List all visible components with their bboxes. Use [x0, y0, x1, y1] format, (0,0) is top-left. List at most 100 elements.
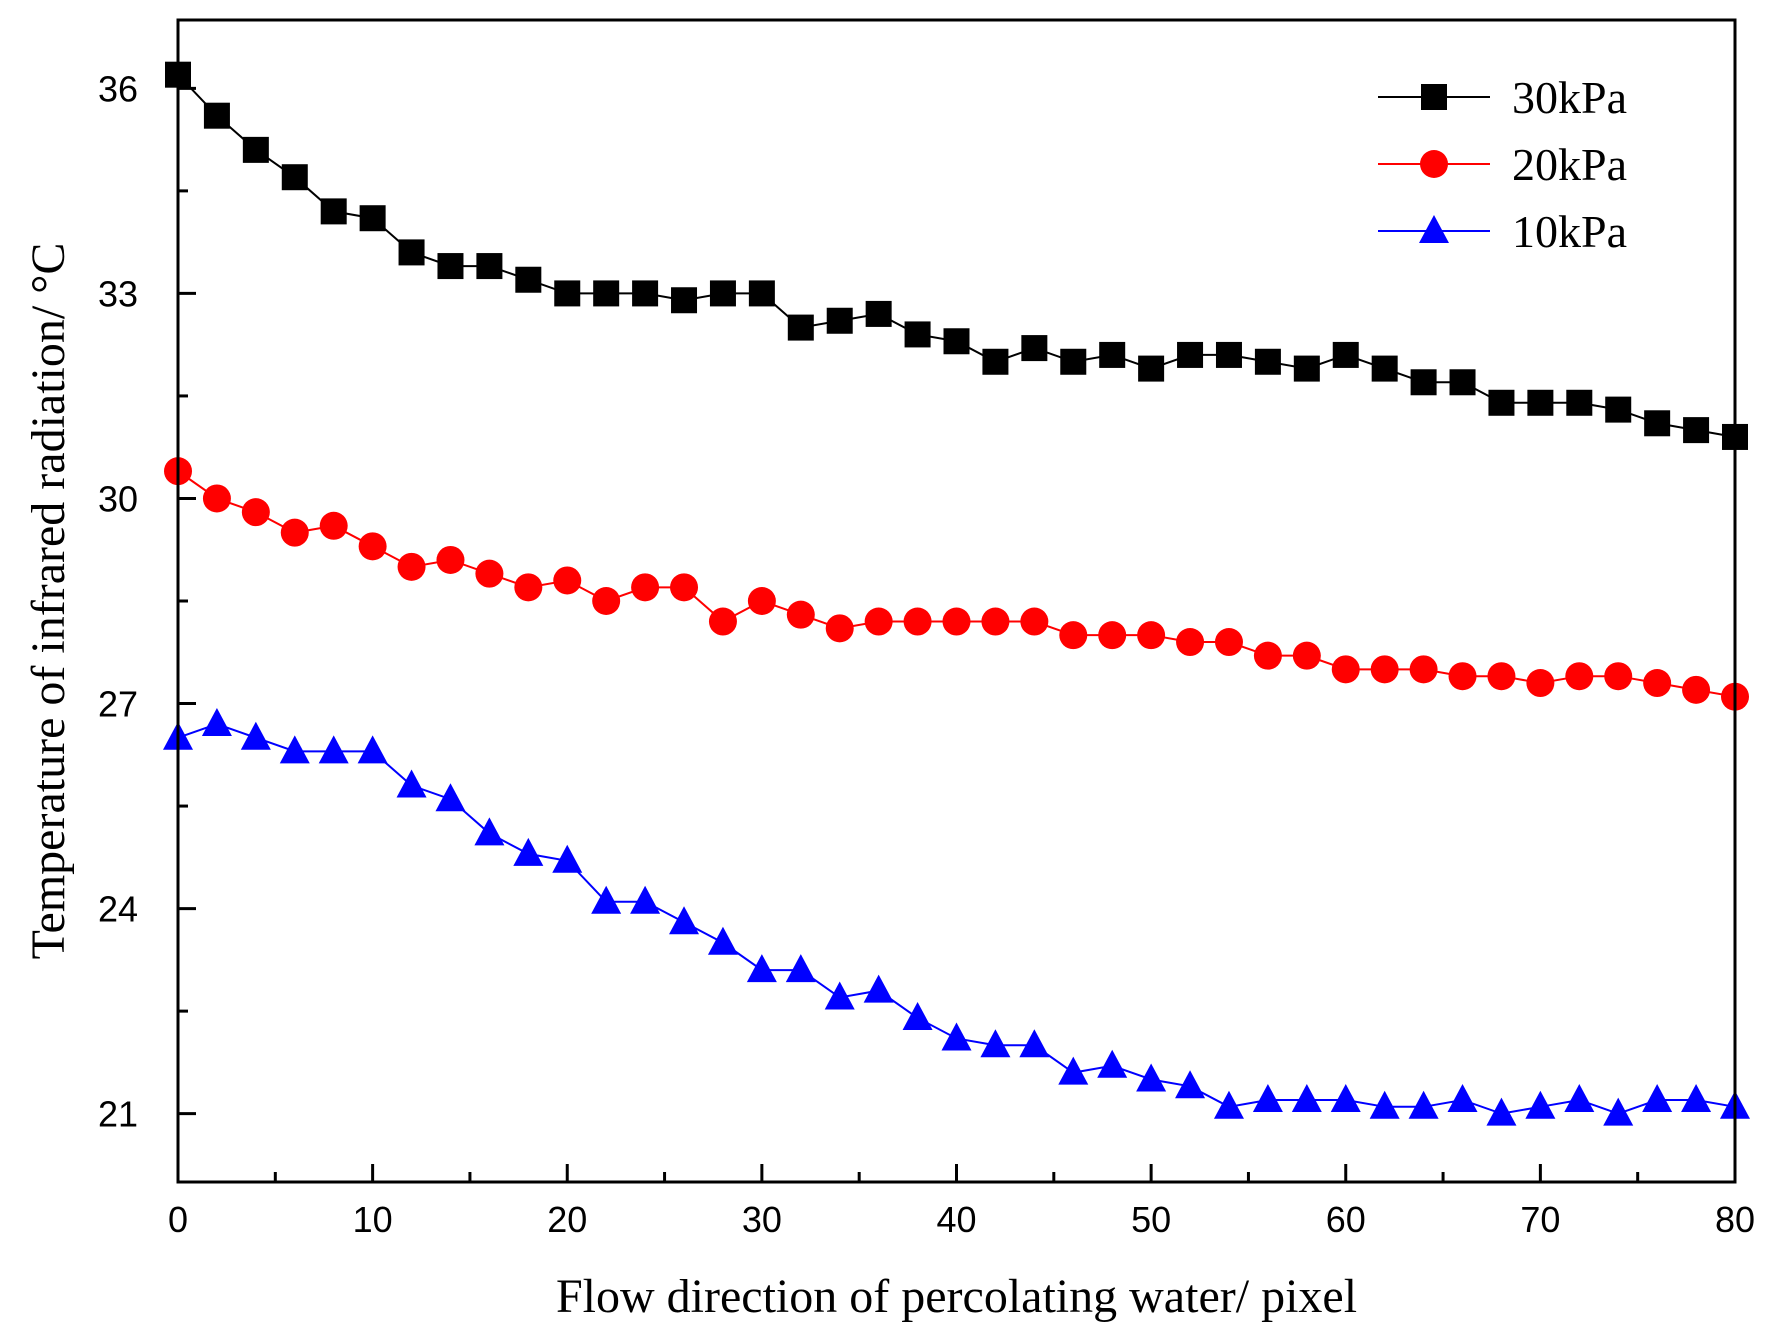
x-tick-label: 40 — [936, 1199, 976, 1240]
data-point-10kPa — [863, 974, 894, 1003]
y-tick-label: 24 — [98, 889, 138, 930]
data-point-20kPa — [1526, 669, 1555, 698]
data-point-30kPa — [320, 198, 347, 225]
series-20kPa — [164, 457, 1749, 711]
data-point-10kPa — [1252, 1083, 1283, 1112]
data-point-30kPa — [1566, 389, 1593, 416]
data-point-10kPa — [902, 1001, 933, 1030]
data-point-30kPa — [515, 266, 542, 293]
ticks-layer: 0 10 20 30 40 50 60 70 80 21 24 27 30 33 36 — [98, 68, 1755, 1240]
data-point-10kPa — [513, 837, 544, 866]
data-point-30kPa — [593, 280, 620, 307]
data-point-10kPa — [1486, 1097, 1517, 1126]
data-point-10kPa — [1058, 1056, 1089, 1085]
data-point-10kPa — [435, 783, 466, 812]
data-point-20kPa — [1176, 628, 1205, 657]
series-layer — [163, 61, 1750, 1126]
legend-item-30kPa: 30kPa — [1378, 72, 1627, 123]
x-tick-label: 50 — [1131, 1199, 1171, 1240]
data-point-10kPa — [941, 1022, 972, 1051]
x-tick-label: 20 — [547, 1199, 587, 1240]
data-point-30kPa — [203, 102, 230, 129]
data-point-20kPa — [825, 614, 854, 643]
y-axis-title: Temperature of infrared radiation/ °C — [22, 243, 75, 960]
data-point-30kPa — [1215, 341, 1242, 368]
data-point-20kPa — [553, 566, 582, 595]
data-point-20kPa — [358, 532, 387, 561]
data-point-20kPa — [1565, 662, 1594, 691]
data-point-10kPa — [1369, 1090, 1400, 1119]
data-point-20kPa — [1448, 662, 1477, 691]
data-point-20kPa — [1253, 641, 1282, 670]
data-point-10kPa — [201, 708, 232, 737]
y-tick-label: 33 — [98, 273, 138, 314]
data-point-20kPa — [786, 600, 815, 629]
data-point-30kPa — [1527, 389, 1554, 416]
data-point-30kPa — [748, 280, 775, 307]
data-point-30kPa — [1099, 341, 1126, 368]
data-point-20kPa — [241, 498, 270, 527]
data-point-10kPa — [1408, 1090, 1439, 1119]
y-tick-label: 21 — [98, 1094, 138, 1135]
data-point-10kPa — [630, 885, 661, 914]
data-point-30kPa — [982, 348, 1009, 375]
data-point-10kPa — [1525, 1090, 1556, 1119]
data-point-30kPa — [1488, 389, 1515, 416]
data-point-30kPa — [826, 307, 853, 334]
data-point-10kPa — [474, 817, 505, 846]
legend-label: 30kPa — [1512, 72, 1627, 123]
y-tick-label: 30 — [98, 478, 138, 519]
data-point-30kPa — [1138, 355, 1165, 382]
x-tick-label: 80 — [1715, 1199, 1755, 1240]
data-point-10kPa — [240, 721, 271, 750]
data-point-10kPa — [980, 1029, 1011, 1058]
data-point-20kPa — [1487, 662, 1516, 691]
data-point-20kPa — [436, 545, 465, 574]
x-tick-label: 30 — [742, 1199, 782, 1240]
data-point-10kPa — [552, 844, 583, 873]
data-point-30kPa — [1254, 348, 1281, 375]
data-point-30kPa — [398, 239, 425, 266]
series-30kPa — [165, 61, 1748, 450]
data-point-30kPa — [476, 253, 503, 280]
data-point-30kPa — [1644, 410, 1671, 437]
data-point-20kPa — [1137, 621, 1166, 650]
legend: 30kPa 20kPa 10kPa — [1378, 72, 1627, 257]
data-point-10kPa — [1175, 1070, 1206, 1099]
data-point-20kPa — [592, 587, 621, 615]
data-point-10kPa — [357, 735, 388, 764]
data-point-30kPa — [865, 300, 892, 327]
data-point-10kPa — [1642, 1083, 1673, 1112]
data-point-20kPa — [1682, 675, 1711, 704]
data-point-10kPa — [1136, 1063, 1167, 1092]
data-point-10kPa — [1213, 1090, 1244, 1119]
plot-frame — [176, 18, 1737, 1184]
data-point-10kPa — [1603, 1097, 1634, 1126]
data-point-10kPa — [1291, 1083, 1322, 1112]
legend-marker — [1419, 215, 1449, 243]
data-point-20kPa — [397, 552, 426, 581]
data-point-10kPa — [318, 735, 349, 764]
data-point-30kPa — [437, 253, 464, 280]
data-point-10kPa — [1447, 1083, 1478, 1112]
x-tick-label: 60 — [1326, 1199, 1366, 1240]
data-point-20kPa — [280, 518, 309, 547]
data-point-10kPa — [669, 906, 700, 935]
data-point-20kPa — [747, 587, 776, 615]
x-tick-label: 70 — [1520, 1199, 1560, 1240]
data-point-20kPa — [1409, 655, 1438, 684]
data-point-20kPa — [631, 573, 660, 602]
legend-marker — [1421, 84, 1447, 110]
legend-item-20kPa: 20kPa — [1378, 139, 1627, 190]
y-tick-label: 36 — [98, 68, 138, 109]
data-point-20kPa — [942, 607, 971, 636]
data-point-30kPa — [1332, 341, 1359, 368]
data-point-30kPa — [359, 205, 386, 232]
data-point-10kPa — [785, 954, 816, 983]
data-point-10kPa — [1097, 1049, 1128, 1078]
data-point-30kPa — [943, 328, 970, 355]
series-10kPa — [163, 708, 1750, 1126]
data-point-30kPa — [1605, 396, 1632, 423]
legend-item-10kPa: 10kPa — [1378, 206, 1627, 257]
